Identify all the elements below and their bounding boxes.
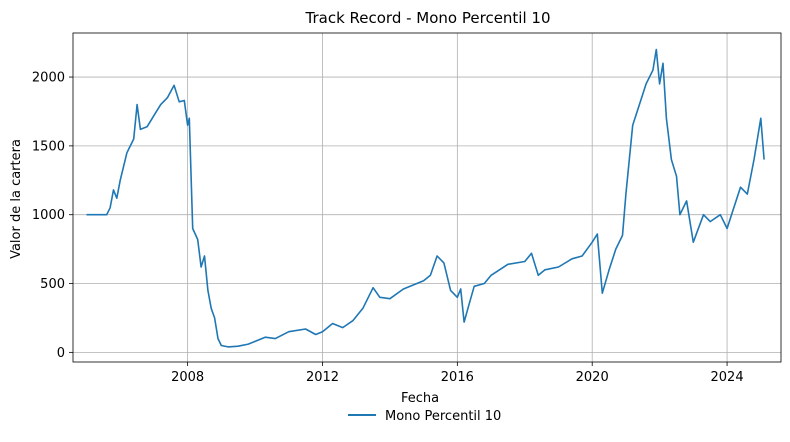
x-tick-label: 2016	[441, 370, 474, 385]
series-layer	[86, 48, 765, 348]
y-tick-label: 500	[40, 277, 65, 292]
legend-label: Mono Percentil 10	[385, 409, 501, 424]
legend: Mono Percentil 10	[348, 409, 501, 424]
x-axis-label: Fecha	[401, 391, 439, 406]
axes-layer: 2008 2012 2016 2020 2024 0 500 1000 1500 2000	[32, 32, 782, 385]
y-axis-label: Valor de la cartera	[9, 139, 24, 259]
y-tick-label: 1000	[32, 208, 65, 223]
x-tick-label: 2012	[306, 370, 339, 385]
chart-title: Track Record - Mono Percentil 10	[305, 9, 551, 27]
x-tick-label: 2008	[171, 370, 204, 385]
y-tick-label: 1500	[32, 139, 65, 154]
y-tick-label: 0	[57, 346, 65, 361]
x-tick-label: 2020	[576, 370, 609, 385]
x-tick-label: 2024	[711, 370, 744, 385]
series-line	[86, 48, 765, 348]
y-tick-label: 2000	[32, 71, 65, 86]
plot-frame	[72, 32, 782, 363]
grid-layer	[73, 33, 781, 362]
